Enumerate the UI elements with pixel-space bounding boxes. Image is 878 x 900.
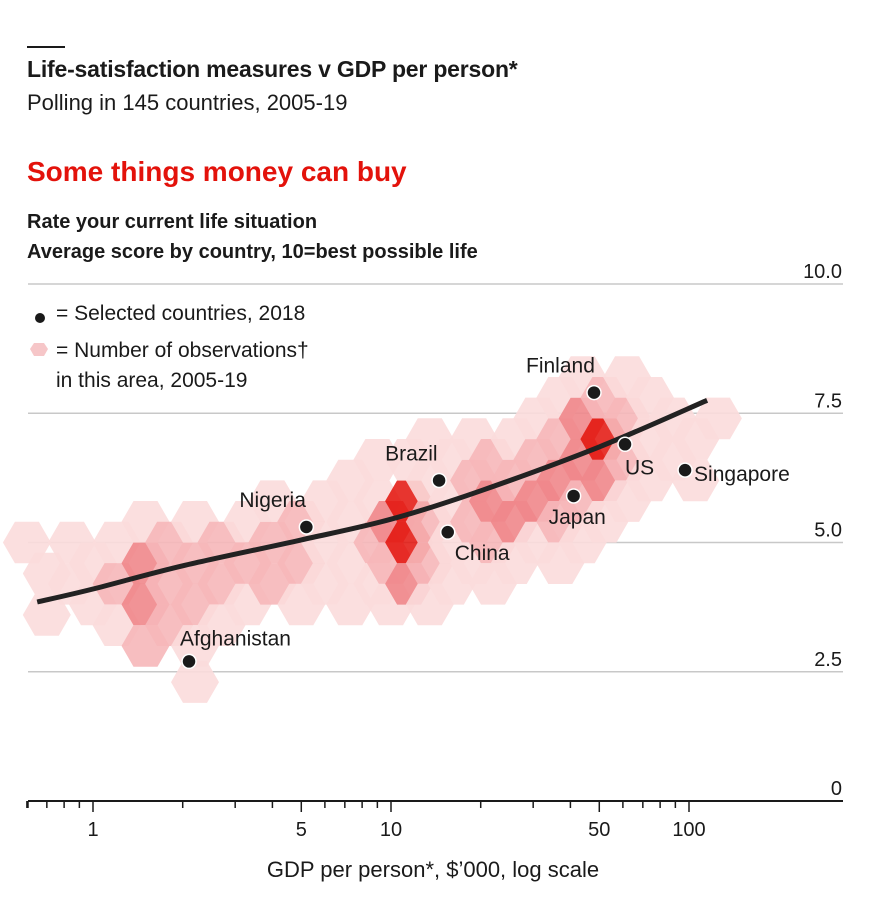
trend-line-group — [36, 398, 709, 605]
country-label-japan: Japan — [549, 506, 606, 529]
x-tick-label: 5 — [296, 819, 307, 841]
density-hexagons — [2, 356, 742, 703]
country-point-china — [439, 524, 456, 540]
x-tick-label: 100 — [672, 819, 705, 841]
legend-hexagon-symbol — [30, 343, 48, 356]
country-label-singapore: Singapore — [694, 463, 790, 486]
y-tick-label: 0 — [831, 778, 842, 800]
legend-hexagon-label-line-1: = Number of observations† — [56, 339, 309, 362]
legend-hexagon-label-line-2: in this area, 2005-19 — [56, 369, 247, 392]
y-tick-label: 7.5 — [814, 390, 842, 412]
country-label-nigeria: Nigeria — [239, 489, 306, 512]
x-tick-label: 50 — [588, 819, 610, 841]
country-point-finland — [586, 384, 602, 401]
country-point-us — [617, 436, 633, 453]
x-axis: 1 5 10 50 100 — [26, 800, 843, 841]
trend-line — [36, 398, 709, 605]
density-hexagon — [693, 397, 742, 440]
country-point-brazil — [431, 472, 447, 489]
chart-subtitle-line-1: Rate your current life situation — [27, 211, 318, 233]
density-hexagon — [171, 661, 219, 703]
country-label-finland: Finland — [526, 355, 595, 378]
country-label-afghanistan: Afghanistan — [180, 627, 291, 650]
page-subtitle: Polling in 145 countries, 2005-19 — [27, 90, 348, 115]
y-axis-labels: 0 2.5 5.0 7.5 10.0 — [803, 261, 842, 800]
page-title: Life-satisfaction measures v GDP per per… — [27, 56, 518, 82]
x-axis-label: GDP per person*, $’000, log scale — [267, 857, 599, 882]
y-tick-label: 5.0 — [814, 520, 842, 542]
country-point-singapore — [677, 462, 693, 478]
country-points: Afghanistan Nigeria Brazil China Japan Finlan… — [180, 355, 790, 670]
density-hexagon — [22, 594, 71, 636]
country-label-us: US — [625, 456, 654, 479]
legend: = Selected countries, 2018 = Number of o… — [30, 302, 309, 392]
x-tick-label: 10 — [380, 819, 402, 841]
country-point-japan — [565, 488, 582, 504]
country-label-china: China — [455, 542, 510, 565]
x-tick-label: 1 — [87, 819, 98, 841]
country-point-afghanistan — [181, 653, 197, 670]
y-tick-label: 2.5 — [814, 649, 842, 671]
legend-dot-label: = Selected countries, 2018 — [56, 302, 305, 325]
country-label-brazil: Brazil — [385, 442, 438, 465]
country-point-nigeria — [298, 519, 315, 535]
density-hexagon — [353, 439, 402, 481]
y-tick-label: 10.0 — [803, 261, 842, 283]
chart-subtitle: Rate your current life situation Average… — [27, 207, 478, 267]
chart-subtitle-line-2: Average score by country, 10=best possib… — [27, 241, 478, 263]
chart-title: Some things money can buy — [27, 156, 407, 187]
header-rule — [27, 46, 65, 48]
legend-dot-symbol — [35, 313, 45, 323]
